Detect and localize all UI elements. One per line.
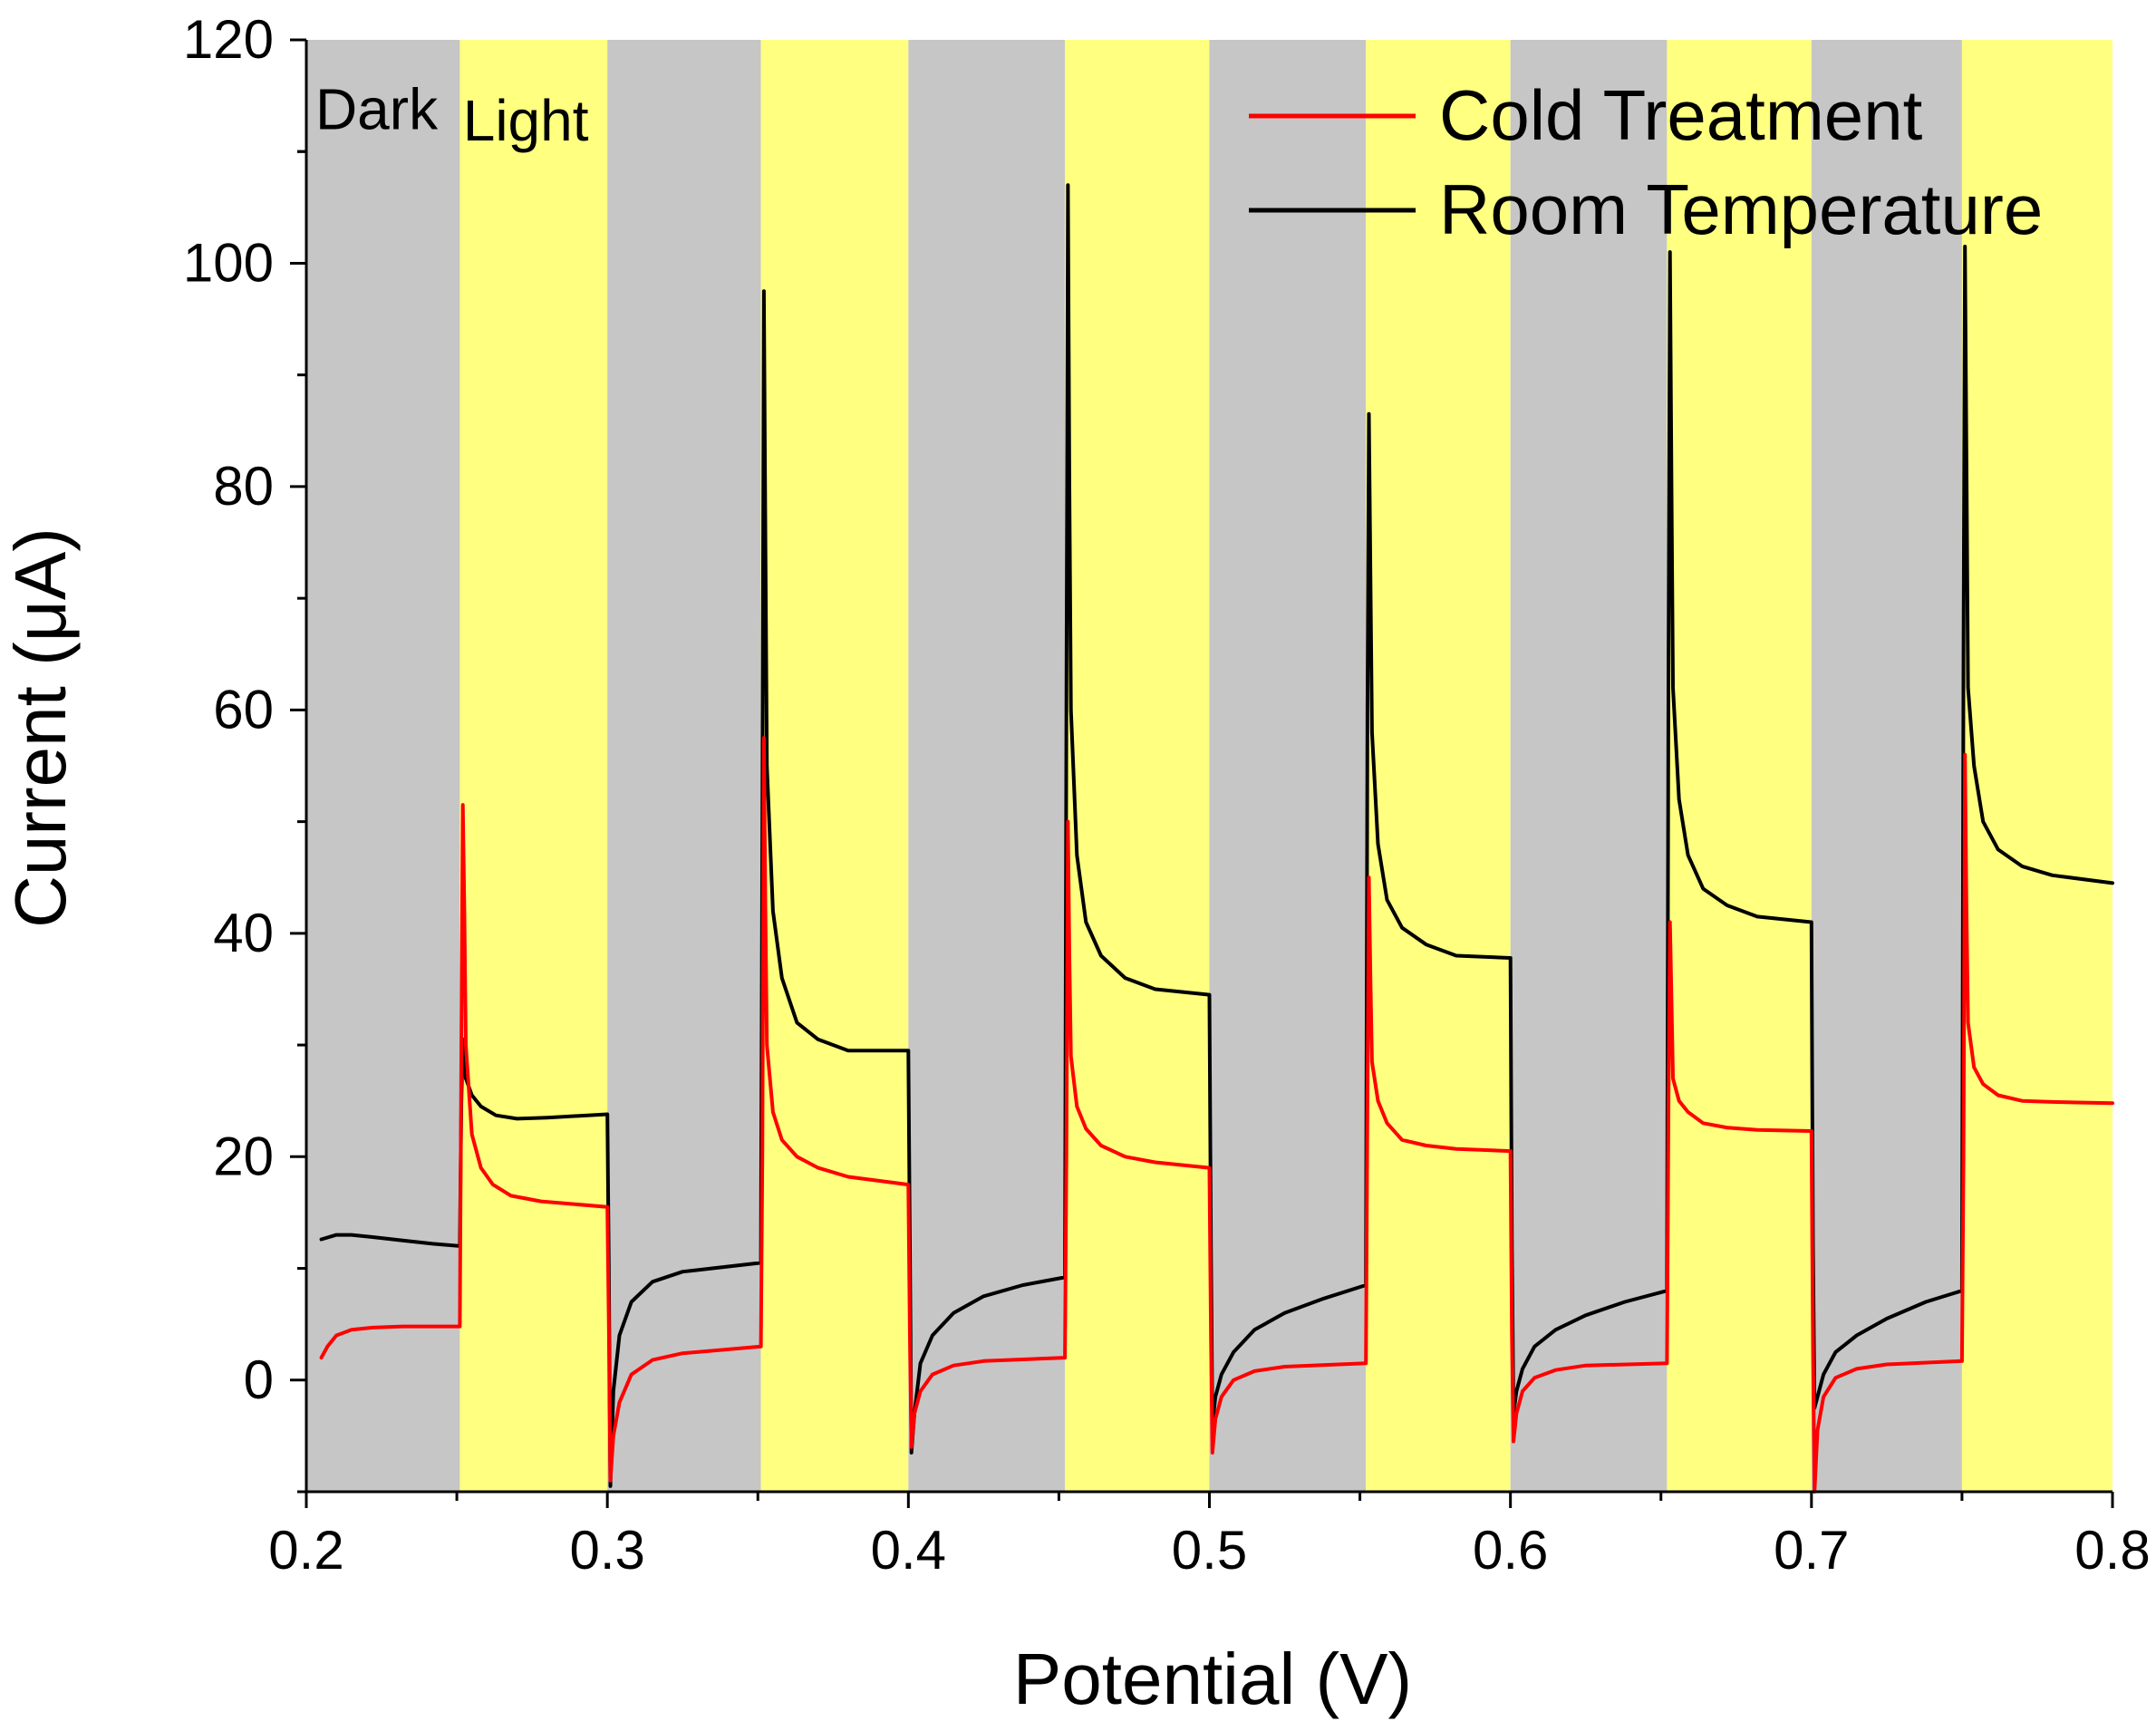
series-layer <box>319 183 2114 1494</box>
x-tick-label: 0.3 <box>569 1520 644 1581</box>
y-tick-label: 80 <box>213 456 274 517</box>
band-dark-11 <box>1811 40 1962 1492</box>
x-tick-label: 0.4 <box>871 1520 946 1581</box>
x-tick-label: 0.8 <box>2074 1520 2150 1581</box>
y-axis-label: Current (μA) <box>0 527 81 928</box>
band-dark-9 <box>1510 40 1668 1492</box>
x-tick-label: 0.5 <box>1172 1520 1247 1581</box>
band-dark-3 <box>607 40 761 1492</box>
annotation-dark: Dark <box>315 77 439 142</box>
band-annotations: Dark Light <box>315 77 589 153</box>
x-axis-label: Potential (V) <box>1013 1639 1412 1719</box>
y-tick-label: 40 <box>213 903 274 963</box>
legend-label-2: Room Temperature <box>1439 169 2043 249</box>
y-tick-label: 20 <box>213 1126 274 1186</box>
y-tick-label: 0 <box>244 1349 274 1410</box>
x-tick-label: 0.7 <box>1774 1520 1849 1581</box>
band-light-10 <box>1667 40 1812 1492</box>
band-light-6 <box>1065 40 1210 1492</box>
y-tick-label: 100 <box>183 232 274 293</box>
background-bands <box>306 40 2112 1492</box>
legend-label-1: Cold Treatment <box>1439 75 1923 155</box>
annotation-light: Light <box>463 88 589 153</box>
tick-layer: 0.2 0.3 0.4 0.5 0.6 0.7 0.8 0 20 40 60 80 100 120 <box>183 9 2151 1581</box>
band-light-12 <box>1961 40 2112 1492</box>
legend: Cold Treatment Room Temperature <box>1249 75 2043 249</box>
x-tick-label: 0.6 <box>1473 1520 1548 1581</box>
x-tick-label: 0.2 <box>268 1520 343 1581</box>
band-dark-1 <box>306 40 460 1492</box>
band-light-2 <box>459 40 608 1492</box>
y-tick-label: 60 <box>213 679 274 740</box>
series-line-cold-treatment <box>319 736 2114 1494</box>
band-dark-5 <box>908 40 1066 1492</box>
y-tick-label: 120 <box>183 9 274 70</box>
band-light-8 <box>1366 40 1511 1492</box>
band-light-4 <box>760 40 909 1492</box>
band-dark-7 <box>1209 40 1367 1492</box>
